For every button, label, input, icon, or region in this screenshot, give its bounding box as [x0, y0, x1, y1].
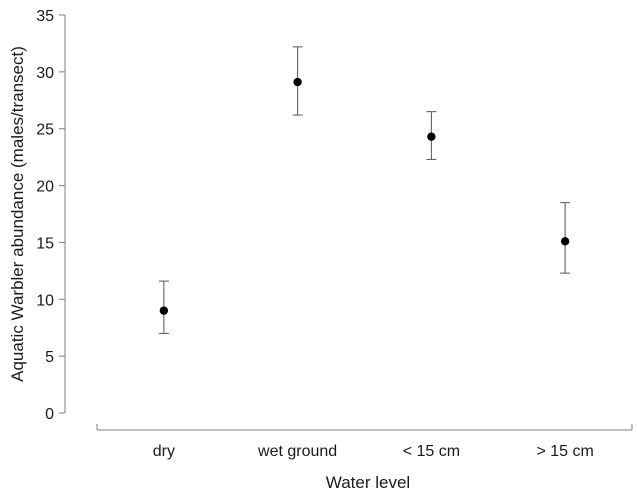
x-tick-label: dry: [153, 443, 175, 460]
x-axis-title: Water level: [326, 473, 410, 492]
x-axis: dry wet ground < 15 cm > 15 cm: [96, 424, 633, 460]
x-tick-label: < 15 cm: [403, 443, 460, 460]
x-tick-label: > 15 cm: [536, 443, 593, 460]
data-point: [560, 237, 570, 246]
y-tick-label: 5: [45, 349, 54, 366]
y-tick-label: 20: [36, 179, 54, 196]
x-tick-label: wet ground: [257, 443, 337, 460]
data-point: [293, 77, 302, 87]
y-axis-title: Aquatic Warbler abundance (males/transec…: [8, 46, 27, 382]
y-tick-label: 30: [36, 65, 54, 82]
y-tick-label: 0: [45, 406, 54, 423]
y-axis: 0 5 10 15 20 25 30 35: [36, 8, 66, 423]
data-point: [427, 132, 436, 141]
y-tick-label: 35: [36, 8, 54, 25]
y-tick-label: 10: [36, 292, 54, 309]
y-tick-label: 15: [36, 235, 54, 252]
error-bars: [158, 46, 571, 334]
y-tick-label: 25: [36, 122, 54, 139]
data-points: [159, 77, 570, 315]
data-point: [159, 306, 169, 315]
